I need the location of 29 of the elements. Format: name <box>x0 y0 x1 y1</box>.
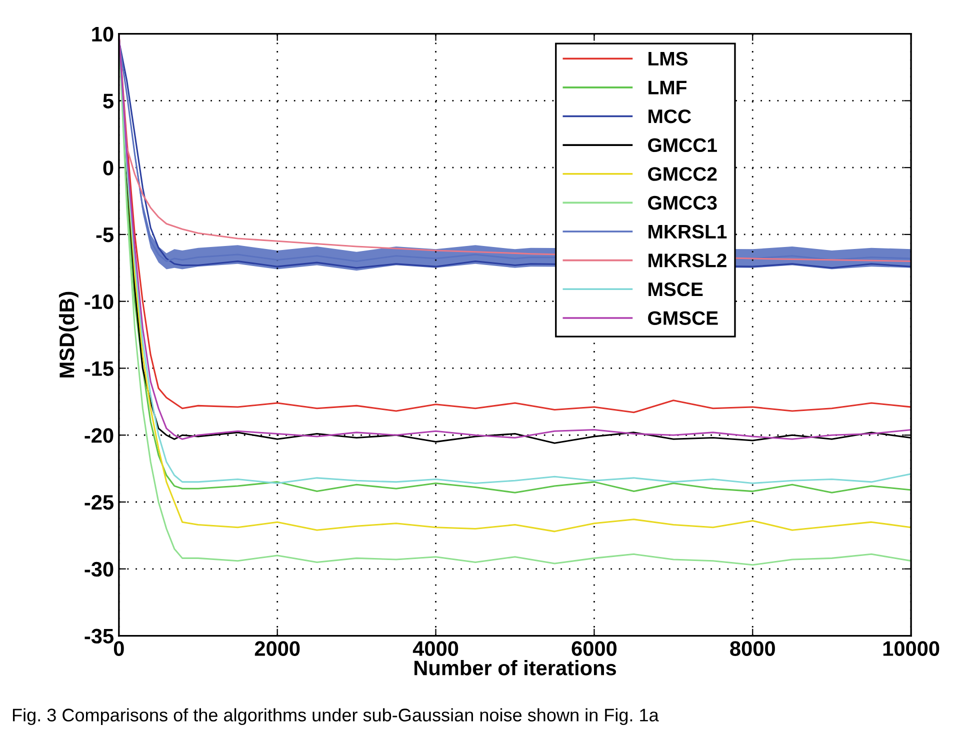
y-tick-label: -20 <box>84 428 114 443</box>
x-tick-label: 4000 <box>412 641 458 656</box>
y-tick-label: -25 <box>84 495 114 510</box>
y-tick-label: 10 <box>92 26 114 42</box>
y-tick-label: -10 <box>84 294 114 310</box>
legend-label: LMF <box>648 80 686 94</box>
legend-label: MCC <box>648 109 692 124</box>
x-tick-label: 2000 <box>254 641 300 656</box>
x-axis-title: Number of iterations <box>414 660 616 676</box>
legend-label: GMCC3 <box>648 196 717 210</box>
y-tick-label: -35 <box>84 628 114 644</box>
legend-label: MKRSL1 <box>648 224 727 239</box>
x-tick-label: 6000 <box>572 641 617 656</box>
legend-label: LMS <box>648 52 688 66</box>
x-tick-label: 0 <box>114 641 124 656</box>
y-tick-label: -5 <box>96 228 114 242</box>
legend-label: GMCC2 <box>648 167 717 181</box>
y-tick-label: -15 <box>84 361 114 376</box>
legend-label: MKRSL2 <box>648 254 726 268</box>
y-axis-title: MSD(dB) <box>58 292 78 378</box>
legend-label: GMSCE <box>648 311 718 325</box>
y-tick-label: -30 <box>84 562 114 577</box>
x-tick-label: 8000 <box>730 641 775 656</box>
legend-label: GMCC1 <box>648 138 717 152</box>
caption: Fig. 3 Comparisons of the algorithms under sub-Gaussian noise shown in Fig. 1a <box>12 708 659 726</box>
y-tick-label: 5 <box>103 94 114 108</box>
y-tick-label: 0 <box>103 160 114 176</box>
x-tick-label: 10000 <box>883 641 940 656</box>
legend-label: MSCE <box>648 282 703 296</box>
